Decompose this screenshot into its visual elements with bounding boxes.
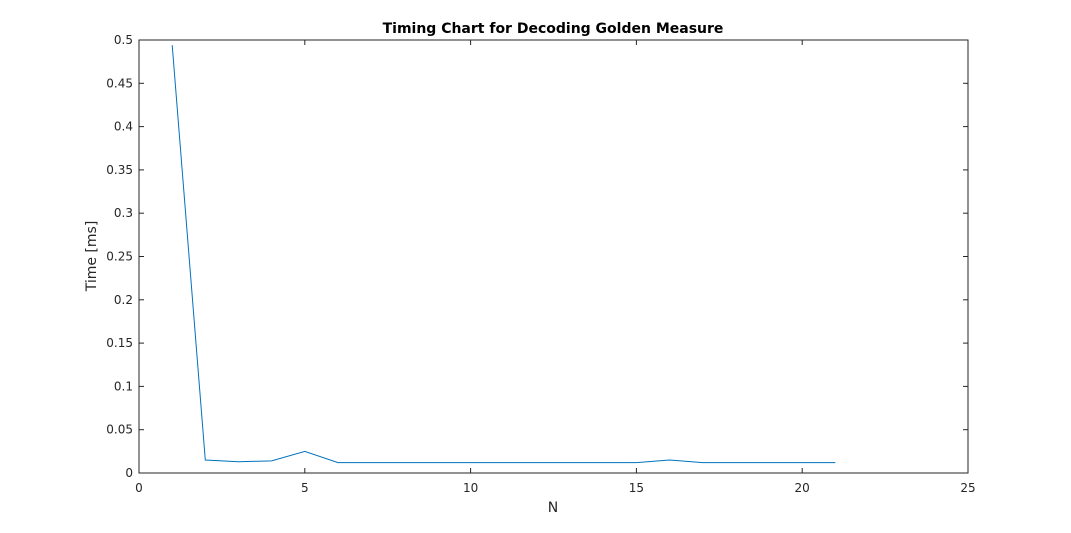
data-point [536, 462, 537, 463]
y-axis-label: Time [ms] [84, 221, 100, 293]
data-point [835, 462, 836, 463]
data-point [437, 462, 438, 463]
data-point [503, 462, 504, 463]
series-line [171, 45, 836, 464]
x-tick-label: 15 [629, 481, 644, 495]
x-tick-label: 20 [795, 481, 810, 495]
y-tick-label: 0 [125, 466, 133, 480]
y-tick-label: 0.35 [106, 163, 133, 177]
y-tick-label: 0.45 [106, 76, 133, 90]
y-tick-label: 0.15 [106, 336, 133, 350]
y-tick-label: 0.5 [114, 33, 133, 47]
data-point [404, 462, 405, 463]
data-point [337, 462, 338, 463]
data-point [238, 461, 239, 462]
x-axis-label: N [548, 500, 558, 516]
x-tick-label: 25 [960, 481, 975, 495]
data-point [271, 460, 272, 461]
y-tick-label: 0.25 [106, 250, 133, 264]
y-tick-label: 0.2 [114, 293, 133, 307]
data-point [205, 459, 206, 460]
x-tick-label: 5 [301, 481, 309, 495]
chart-title: Timing Chart for Decoding Golden Measure [383, 21, 724, 37]
series-layer [171, 45, 836, 464]
plot-area [138, 39, 969, 474]
x-tick-label: 0 [135, 481, 143, 495]
data-point [603, 462, 604, 463]
data-point [636, 462, 637, 463]
y-tick-label: 0.1 [114, 379, 133, 393]
data-point [172, 45, 173, 46]
data-point [735, 462, 736, 463]
data-point [802, 462, 803, 463]
data-point [569, 462, 570, 463]
data-point [702, 462, 703, 463]
y-tick-label: 0.05 [106, 423, 133, 437]
data-point [371, 462, 372, 463]
data-point [768, 462, 769, 463]
data-point [669, 459, 670, 460]
x-tick-label: 10 [463, 481, 478, 495]
y-tick-label: 0.4 [114, 120, 133, 134]
data-point [470, 462, 471, 463]
data-point [304, 451, 305, 452]
ticks-layer: 0 5 10 15 20 25 0 0.05 0.1 0.15 0.2 0.25 0.3 0.35 0.4 0… [106, 33, 975, 495]
y-tick-label: 0.3 [114, 206, 133, 220]
